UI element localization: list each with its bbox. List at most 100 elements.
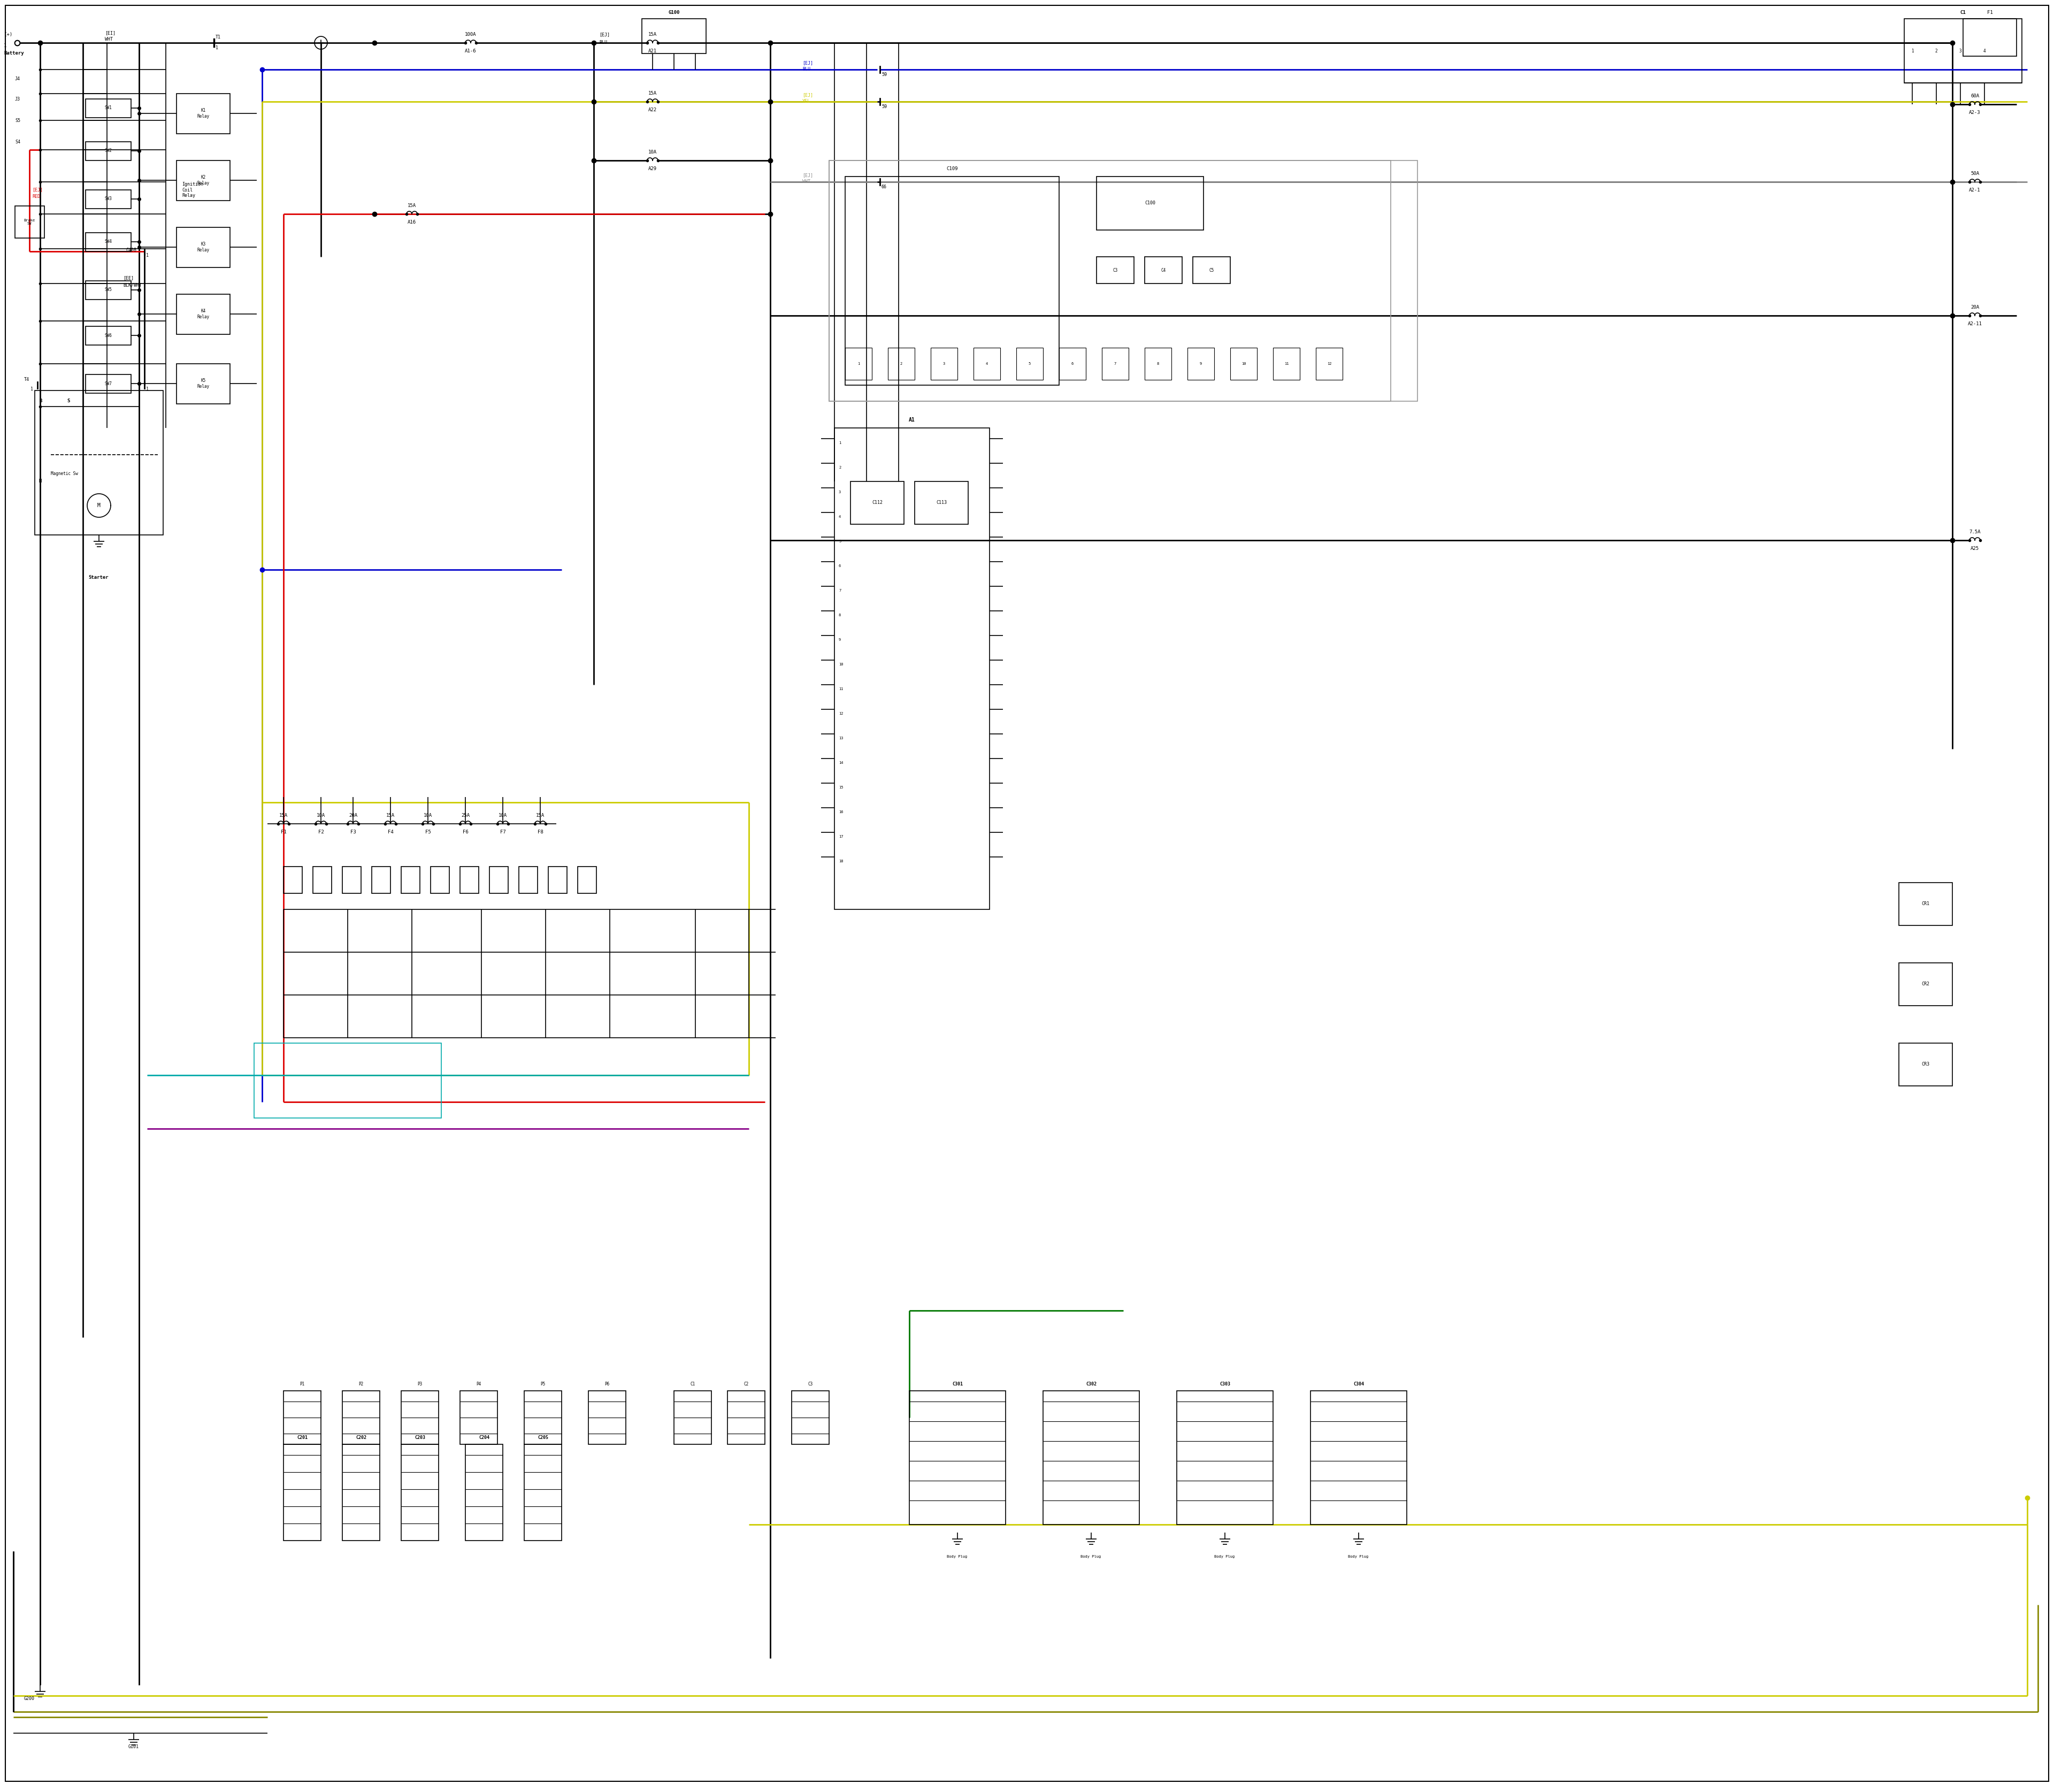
- Text: T4: T4: [25, 378, 29, 382]
- Text: SW2: SW2: [105, 149, 111, 154]
- Text: CR2: CR2: [1923, 982, 1929, 987]
- Text: S4: S4: [14, 140, 21, 143]
- Bar: [35, 391, 162, 536]
- Text: J3: J3: [14, 97, 21, 102]
- Text: F2: F2: [318, 830, 325, 835]
- Text: C202: C202: [355, 1435, 366, 1441]
- Bar: [974, 348, 1000, 380]
- Text: 10A: 10A: [316, 814, 325, 817]
- Bar: [830, 161, 1417, 401]
- Text: 10: 10: [838, 663, 844, 667]
- Text: 20A: 20A: [1970, 305, 1980, 310]
- Text: 2: 2: [838, 466, 840, 470]
- Bar: [177, 161, 230, 201]
- Text: C304: C304: [1354, 1382, 1364, 1387]
- Text: G200: G200: [25, 1695, 35, 1701]
- Text: Magnetic Sw: Magnetic Sw: [51, 471, 78, 477]
- Text: 15A: 15A: [649, 91, 657, 95]
- Text: A2-3: A2-3: [1970, 109, 1980, 115]
- Text: 9: 9: [1200, 362, 1202, 366]
- Text: 5: 5: [838, 539, 840, 543]
- Text: 20A: 20A: [349, 814, 357, 817]
- Text: 8: 8: [838, 613, 840, 616]
- Text: 10A: 10A: [423, 814, 431, 817]
- Text: Body Plug: Body Plug: [1347, 1555, 1368, 1559]
- Text: A22: A22: [649, 108, 657, 113]
- Bar: [255, 1043, 442, 1118]
- Text: F8: F8: [538, 830, 542, 835]
- Text: A25: A25: [1970, 547, 1980, 550]
- Text: CR3: CR3: [1923, 1063, 1929, 1066]
- Text: C2: C2: [744, 1382, 748, 1387]
- Bar: [830, 161, 1391, 401]
- Text: B: B: [39, 400, 41, 403]
- Text: K1
Relay: K1 Relay: [197, 108, 210, 118]
- Bar: [674, 1391, 711, 1444]
- Text: 15A: 15A: [386, 814, 394, 817]
- Text: P3: P3: [417, 1382, 423, 1387]
- Text: K5
Relay: K5 Relay: [197, 378, 210, 389]
- Bar: [727, 1391, 764, 1444]
- Text: BLK/WHT: BLK/WHT: [123, 283, 142, 287]
- Bar: [177, 364, 230, 403]
- Text: 2: 2: [1935, 48, 1937, 54]
- Bar: [14, 206, 45, 238]
- Text: Body Plug: Body Plug: [1214, 1555, 1234, 1559]
- Bar: [372, 867, 390, 894]
- Bar: [86, 190, 131, 208]
- Text: 25A: 25A: [460, 814, 470, 817]
- Bar: [460, 1391, 497, 1444]
- Bar: [343, 1444, 380, 1541]
- Bar: [1964, 18, 2017, 56]
- Text: 100A: 100A: [464, 32, 477, 38]
- Bar: [1904, 18, 2021, 82]
- Bar: [1017, 348, 1043, 380]
- Text: (+): (+): [4, 32, 12, 38]
- Bar: [343, 867, 362, 894]
- Text: 12: 12: [838, 711, 844, 715]
- Text: 1: 1: [838, 441, 840, 444]
- Text: WHT: WHT: [803, 179, 811, 185]
- Bar: [177, 294, 230, 335]
- Text: [EJ]: [EJ]: [803, 61, 813, 66]
- Text: 1: 1: [146, 253, 148, 258]
- Text: 7: 7: [1113, 362, 1117, 366]
- Text: S5: S5: [14, 118, 21, 124]
- Text: Ignition
Coil
Relay: Ignition Coil Relay: [183, 183, 203, 197]
- Text: 15A: 15A: [536, 814, 544, 817]
- Text: F4: F4: [388, 830, 394, 835]
- Bar: [431, 867, 450, 894]
- Text: 60A: 60A: [1970, 93, 1980, 99]
- Text: C3: C3: [1113, 267, 1117, 272]
- Text: 3: 3: [838, 491, 840, 495]
- Text: 59: 59: [881, 104, 887, 109]
- Bar: [520, 867, 538, 894]
- Text: G101: G101: [127, 1744, 140, 1749]
- Text: [EJ]: [EJ]: [33, 188, 43, 192]
- Text: 10A: 10A: [649, 151, 657, 154]
- Text: 15A: 15A: [279, 814, 288, 817]
- Bar: [86, 326, 131, 346]
- Bar: [1193, 256, 1230, 283]
- Text: F3: F3: [349, 830, 355, 835]
- Text: K4
Relay: K4 Relay: [197, 308, 210, 319]
- Bar: [1317, 348, 1343, 380]
- Text: [EE]: [EE]: [123, 276, 134, 281]
- Text: RED: RED: [33, 194, 41, 199]
- Text: 6: 6: [838, 564, 840, 568]
- Bar: [86, 142, 131, 161]
- Text: A1-6: A1-6: [464, 48, 477, 54]
- Bar: [283, 1391, 320, 1444]
- Bar: [1060, 348, 1087, 380]
- Text: A29: A29: [649, 167, 657, 172]
- Text: C1: C1: [690, 1382, 694, 1387]
- Bar: [1898, 1043, 1953, 1086]
- Text: 66: 66: [881, 185, 887, 190]
- Text: Body Plug: Body Plug: [947, 1555, 967, 1559]
- Text: SW4: SW4: [105, 240, 111, 244]
- Text: 18: 18: [838, 860, 844, 862]
- Text: P1: P1: [300, 1382, 304, 1387]
- Text: Body Plug: Body Plug: [1080, 1555, 1101, 1559]
- Bar: [887, 348, 914, 380]
- Text: 3: 3: [943, 362, 945, 366]
